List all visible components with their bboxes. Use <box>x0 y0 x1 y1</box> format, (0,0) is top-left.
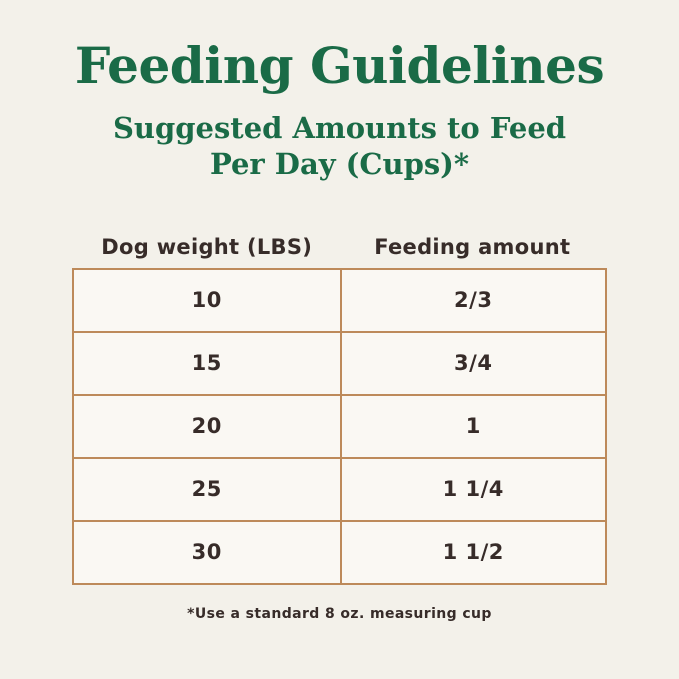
footnote: *Use a standard 8 oz. measuring cup <box>187 605 492 622</box>
table-row: 15 3/4 <box>74 330 606 394</box>
feeding-amount-cell: 1 <box>339 395 606 457</box>
feeding-amount-cell: 3/4 <box>339 332 606 394</box>
dog-weight-cell: 30 <box>191 540 222 565</box>
feeding-amount-cell: 2/3 <box>339 269 606 331</box>
dog-weight-cell: 15 <box>191 351 222 376</box>
table-column-headers: Dog weight (LBS) Feeding amount <box>74 235 605 259</box>
column-header-feeding-amount: Feeding amount <box>374 234 571 259</box>
page-title: Feeding Guidelines <box>74 36 605 95</box>
table-row: 20 1 <box>74 393 606 457</box>
dog-weight-cell: 25 <box>191 477 222 502</box>
subtitle-line-1: Suggested Amounts to Feed <box>112 111 567 145</box>
dog-weight-cell: 20 <box>191 414 222 439</box>
feeding-amount-cell: 1 1/2 <box>339 521 606 583</box>
dog-weight-cell: 10 <box>191 288 222 313</box>
table-row: 25 1 1/4 <box>74 456 606 520</box>
feeding-table: 10 2/3 15 3/4 20 1 25 1 1/4 30 1 1/2 <box>72 267 607 585</box>
table-row: 30 1 1/2 <box>74 519 606 583</box>
feeding-amount-cell: 1 1/4 <box>339 458 606 520</box>
table-row: 10 2/3 <box>74 269 606 331</box>
column-header-dog-weight: Dog weight (LBS) <box>101 234 313 259</box>
page-subtitle: Suggested Amounts to Feed Per Day (Cups)* <box>0 111 679 183</box>
subtitle-line-2: Per Day (Cups)* <box>209 146 470 181</box>
